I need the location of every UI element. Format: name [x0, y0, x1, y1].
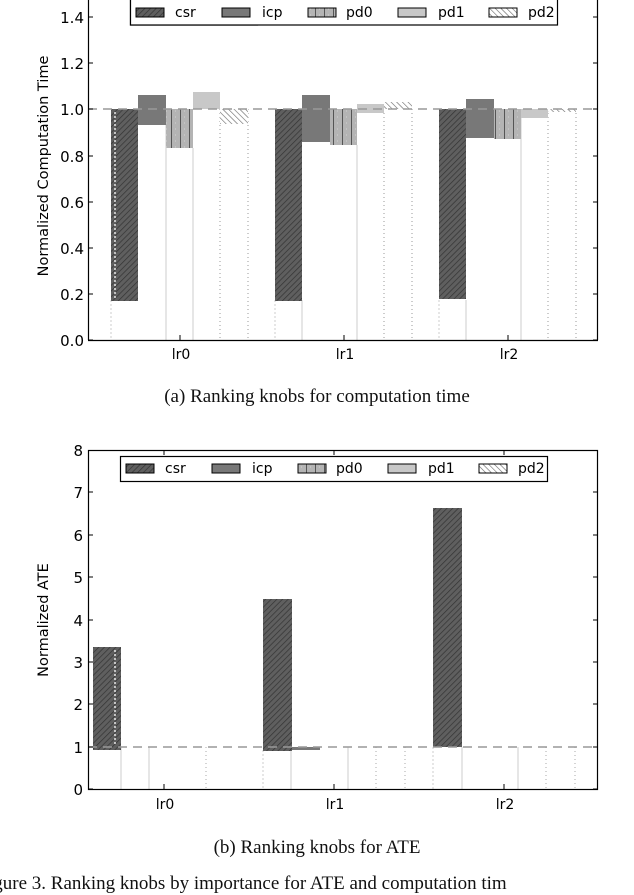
svg-text:lr1: lr1 [336, 347, 355, 360]
axes-frame [87, 449, 599, 791]
svg-text:csr: csr [175, 5, 196, 21]
bar-csr [275, 109, 302, 301]
svg-text:lr0: lr0 [156, 797, 175, 813]
figure-caption: igure 3. Ranking knobs by importance for… [0, 873, 507, 894]
y-tick-labels: 0.0 0.2 0.4 0.6 0.8 1.0 1.2 1.4 [60, 9, 84, 350]
bar-icp [302, 95, 330, 142]
svg-text:pd2: pd2 [528, 5, 555, 21]
svg-text:lr2: lr2 [500, 347, 519, 360]
svg-text:0.6: 0.6 [60, 194, 84, 212]
svg-text:1.0: 1.0 [60, 101, 84, 119]
svg-text:icp: icp [262, 5, 283, 21]
bar-pd2 [384, 102, 412, 109]
bar-pd2 [220, 109, 248, 124]
bar-pd0 [330, 109, 357, 145]
svg-text:0.0: 0.0 [60, 332, 84, 350]
bar-csr [439, 109, 466, 299]
y-axis-label: Normalized Computation Time [36, 56, 52, 277]
svg-text:0.2: 0.2 [60, 286, 84, 304]
chart-b-svg: 0 1 2 3 4 5 6 7 8 lr0 lr1 lr2 Normalized… [36, 442, 599, 813]
y-tick-labels: 0 1 2 3 4 5 6 7 8 [73, 442, 83, 799]
bar-group-lr1 [263, 599, 320, 751]
bar-icp [138, 95, 166, 125]
svg-text:lr1: lr1 [326, 797, 345, 813]
svg-text:pd0: pd0 [346, 5, 373, 21]
svg-text:1.4: 1.4 [60, 9, 84, 27]
bar-guides [110, 109, 577, 340]
bar-pd1 [357, 104, 384, 113]
legend: csr icp pd0 pd1 pd2 [129, 0, 559, 26]
svg-text:0.4: 0.4 [60, 240, 84, 258]
svg-text:7: 7 [73, 484, 83, 502]
svg-text:lr2: lr2 [496, 797, 515, 813]
bar-guides [120, 747, 576, 789]
svg-text:pd1: pd1 [438, 5, 465, 21]
y-axis-label: Normalized ATE [36, 563, 52, 677]
svg-text:pd0: pd0 [336, 461, 363, 477]
bar-pd0 [166, 109, 193, 148]
legend: csr icp pd0 pd1 pd2 [119, 455, 549, 483]
svg-text:csr: csr [165, 461, 186, 477]
y-ticks [88, 450, 598, 790]
bar-pd1 [193, 92, 220, 109]
bar-csr [433, 508, 462, 747]
svg-text:6: 6 [73, 527, 83, 545]
chart-computation-time: 0.0 0.2 0.4 0.6 0.8 1.0 1.2 1.4 lr0 lr1 … [0, 0, 634, 363]
svg-text:0: 0 [73, 781, 83, 799]
svg-text:1.2: 1.2 [60, 55, 84, 73]
bar-group-lr0 [111, 92, 248, 301]
svg-text:2: 2 [73, 696, 83, 714]
bar-csr [93, 647, 121, 750]
bar-group-lr0 [93, 647, 121, 750]
svg-text:icp: icp [252, 461, 273, 477]
svg-text:pd2: pd2 [518, 461, 545, 477]
svg-text:pd1: pd1 [428, 461, 455, 477]
bar-group-lr2 [439, 99, 576, 299]
caption-a: (a) Ranking knobs for computation time [164, 386, 470, 407]
chart-a-svg: 0.0 0.2 0.4 0.6 0.8 1.0 1.2 1.4 lr0 lr1 … [36, 0, 599, 363]
chart-ate: 0 1 2 3 4 5 6 7 8 lr0 lr1 lr2 Normalized… [0, 440, 634, 820]
x-tick-labels: lr0 lr1 lr2 [172, 347, 519, 363]
bar-icp [292, 747, 320, 750]
svg-text:1: 1 [73, 739, 83, 757]
svg-text:5: 5 [73, 569, 83, 587]
bar-pd1 [521, 109, 548, 118]
bar-csr [263, 599, 292, 751]
y-ticks [88, 16, 598, 341]
svg-text:lr0: lr0 [172, 347, 191, 360]
caption-b: (b) Ranking knobs for ATE [213, 837, 421, 858]
axes-frame [87, 0, 599, 342]
bar-pd0 [494, 109, 521, 139]
bar-group-lr1 [275, 95, 412, 301]
bar-icp [466, 99, 494, 138]
svg-text:3: 3 [73, 654, 83, 672]
svg-text:0.8: 0.8 [60, 148, 84, 166]
svg-text:4: 4 [73, 612, 83, 630]
svg-text:8: 8 [73, 442, 83, 460]
bar-pd2 [548, 109, 576, 112]
x-tick-labels: lr0 lr1 lr2 [156, 797, 515, 813]
bar-group-lr2 [433, 508, 462, 747]
